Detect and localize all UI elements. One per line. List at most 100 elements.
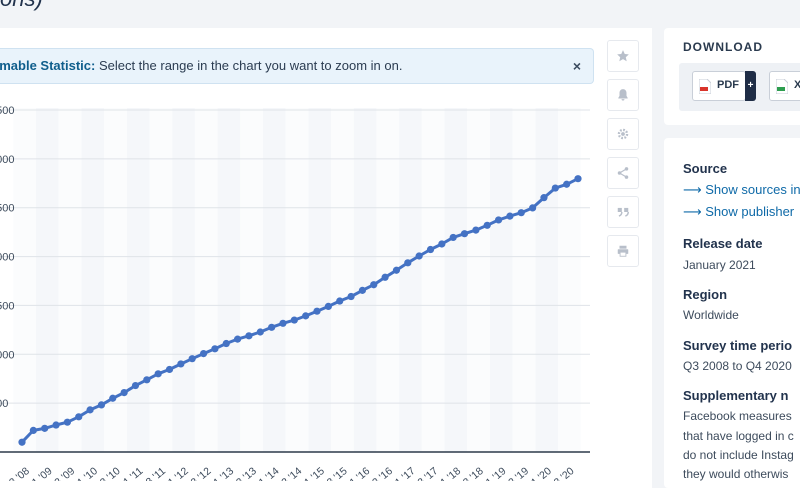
pdf-options-button[interactable]: + [745,71,756,101]
data-point [199,350,208,358]
banner-text: Select the range in the chart you want t… [95,58,403,73]
data-point [120,388,128,397]
chart-band [489,108,513,452]
data-point [506,212,514,220]
chart-band [217,108,241,452]
download-panel: DOWNLOAD PDF + X [664,28,800,125]
xls-file-icon [776,79,788,94]
y-tick-label: 500 [0,398,8,410]
data-point [29,426,37,435]
chart-band [308,108,332,452]
download-title: DOWNLOAD [683,40,763,54]
chart-band [81,108,105,452]
download-pdf-button[interactable]: PDF [692,71,746,101]
zoom-info-banner: emable Statistic: Select the range in th… [0,48,594,84]
y-tick-label: 1000 [0,349,14,361]
data-point [563,180,571,188]
data-point [256,328,264,336]
favorite-button[interactable] [607,40,639,72]
supplementary-note-line: that have logged in c [683,429,794,443]
download-buttons: PDF + X [679,63,800,111]
data-point [165,365,174,374]
chart-band [194,108,218,452]
chart-band [331,108,354,452]
data-point [222,339,230,348]
chart-band [421,108,445,452]
print-button[interactable] [607,235,639,267]
data-point [131,381,140,390]
show-publisher-link[interactable]: ⟶ Show publisher [683,204,795,219]
data-point [336,297,344,305]
chart-band [444,108,468,452]
chart-band [512,108,536,452]
data-point [370,281,378,289]
data-point [574,175,582,183]
data-point [154,370,162,378]
pdf-file-icon [699,79,711,94]
share-button[interactable] [607,157,639,189]
settings-button[interactable] [607,118,639,150]
data-point [41,424,49,432]
chart-band [399,108,422,452]
chart-band [58,108,82,452]
data-point [347,292,355,301]
data-point [438,240,446,248]
supplementary-note-line: they would otherwis [683,467,789,481]
star-icon [617,50,629,62]
data-point [449,233,457,242]
data-point [268,323,276,331]
data-point [415,252,423,260]
chart-band [285,108,309,452]
chart-band [126,108,150,452]
supplementary-note-line: Facebook measures [683,409,792,423]
y-tick-label: 1500 [0,300,14,312]
quote-icon [617,207,629,217]
release-date-value: January 2021 [683,258,756,272]
data-point [211,345,219,353]
data-point [109,394,117,402]
pdf-label: PDF [717,79,739,91]
data-point [381,273,389,281]
data-point [245,332,253,340]
data-point [460,230,469,238]
statistic-details-panel: Source ⟶ Show sources in ⟶ Show publishe… [664,138,800,488]
data-point [404,259,412,267]
release-date-heading: Release date [683,236,763,251]
xls-label: X [794,79,800,91]
bell-icon [618,89,628,101]
data-point [233,335,242,343]
chart-band [376,108,400,452]
supplementary-notes-heading: Supplementary n [683,388,789,403]
source-heading: Source [683,161,728,176]
survey-period-value: Q3 2008 to Q4 2020 [683,359,792,373]
data-point [63,418,71,426]
data-point [279,319,287,327]
download-xls-button[interactable]: X [769,71,800,101]
chart-band [535,108,558,452]
notification-button[interactable] [607,79,639,111]
gear-icon [617,128,629,140]
region-heading: Region [683,287,728,302]
cite-button[interactable] [607,196,639,228]
chart-band [240,108,263,452]
data-point [426,245,435,254]
data-point [18,438,26,446]
chart-band [149,108,173,452]
close-icon[interactable]: × [572,58,581,74]
data-point [517,209,525,217]
page-title: ons) [0,0,43,12]
data-point [324,302,332,311]
y-tick-label: 2500 [0,203,14,215]
show-sources-link[interactable]: ⟶ Show sources in [683,182,800,197]
supplementary-note-line: do not include Instag [683,448,794,462]
chart-band [36,108,59,452]
chart-band [557,108,581,452]
chart-band [467,108,490,452]
banner-bold-label: emable Statistic: [0,58,96,73]
chart-toolbar [607,40,639,274]
chart-band [104,108,127,452]
data-point [540,194,548,202]
print-icon [617,245,629,257]
x-tick-label: Q3 '08 [1,465,32,481]
